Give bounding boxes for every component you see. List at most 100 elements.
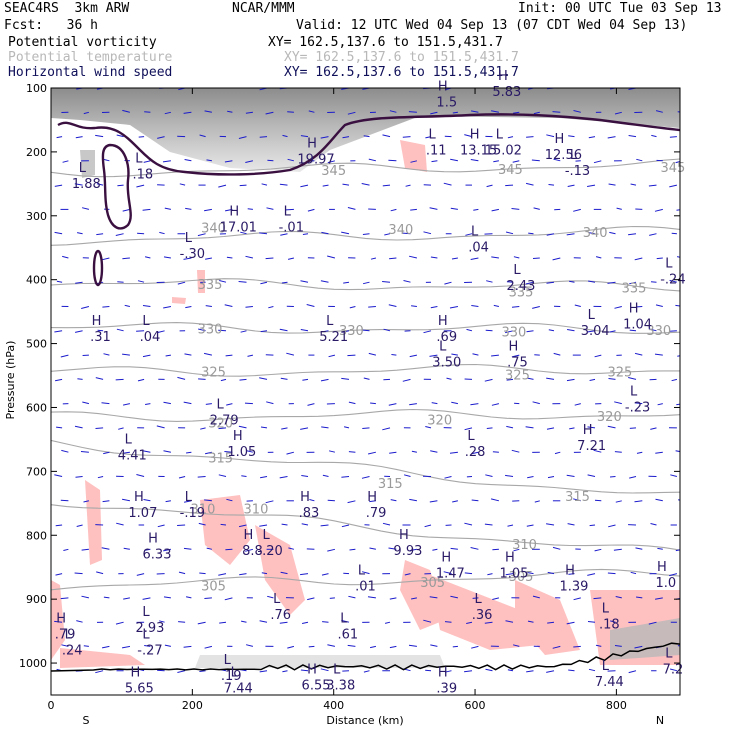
wind-vector-677 (593, 597, 602, 600)
wind-vector-187 (77, 232, 83, 235)
wind-vector-212 (588, 232, 596, 235)
isentrope-label-315-2: 315 (565, 490, 590, 505)
wind-vector-487 (511, 449, 520, 453)
extremum-value-33: .79 (366, 506, 387, 521)
extremum-letter-37: H (399, 528, 409, 543)
wind-vector-276 (629, 281, 637, 285)
wind-vector-332 (505, 330, 514, 334)
wind-vector-629 (239, 573, 247, 576)
wind-vector-306 (614, 306, 622, 309)
wind-vector-267 (444, 281, 452, 285)
pv-blob-1 (200, 495, 250, 565)
wind-vector-716 (122, 645, 130, 649)
wind-vector-559 (76, 524, 83, 527)
south-endpoint: S (83, 714, 90, 727)
wind-vector-495 (675, 450, 680, 453)
wind-vector-346 (165, 354, 171, 357)
wind-vector-360 (451, 353, 458, 356)
extremum-value-11: -.01 (279, 220, 304, 235)
extremum-value-3: 15.02 (485, 144, 522, 159)
wind-vector-546 (452, 500, 459, 503)
wind-vector-41 (265, 111, 274, 115)
wind-vector-685 (115, 621, 124, 625)
wind-vector-196 (259, 232, 268, 235)
wind-vector-203 (402, 232, 411, 235)
wind-vector-462 (629, 427, 637, 429)
wind-vector-245 (634, 257, 643, 261)
extremum-letter-42: L (358, 563, 366, 578)
wind-vector-188 (96, 233, 104, 236)
isentrope-label-325-0: 325 (201, 365, 226, 380)
pv-closed-contour-upper (101, 143, 132, 230)
wind-vector-653 (103, 596, 110, 599)
wind-vector-272 (546, 281, 555, 284)
wind-vector-310 (54, 330, 63, 333)
wind-vector-486 (492, 451, 499, 453)
wind-vector-294 (368, 306, 376, 308)
wind-vector-689 (197, 621, 206, 625)
wind-vector-491 (593, 449, 602, 453)
wind-vector-225 (226, 256, 233, 259)
wind-vector-738 (573, 645, 581, 648)
wind-vector-141 (405, 184, 411, 187)
wind-vector-535 (226, 498, 233, 502)
wind-vector-604 (369, 547, 376, 550)
extremum-value-21: 1.04 (623, 317, 652, 332)
wind-vector-431 (634, 402, 643, 405)
pv-blob-10 (197, 270, 205, 293)
wind-vector-256 (219, 280, 227, 283)
wind-vector-635 (361, 571, 370, 575)
wind-vector-108 (368, 158, 377, 162)
wind-vector-312 (97, 329, 104, 332)
extremum-letter-40: H (565, 563, 575, 578)
wind-vector-370 (654, 353, 663, 356)
wind-vector-476 (286, 451, 295, 455)
wind-vector-479 (348, 451, 356, 453)
wind-vector-532 (165, 500, 171, 503)
isentrope-label-305-0: 305 (201, 579, 226, 594)
extremum-value-1: .11 (426, 144, 447, 159)
extremum-letter-21: H (629, 301, 639, 316)
wind-vector-219 (101, 257, 110, 261)
wind-vector-32 (83, 111, 90, 115)
wind-vector-287 (224, 304, 233, 307)
wind-vector-86 (546, 134, 555, 138)
wind-vector-100 (206, 159, 212, 162)
wind-vector-123 (675, 161, 680, 164)
wind-vector-134 (261, 183, 268, 186)
wind-vector-590 (81, 548, 89, 551)
wind-vector-640 (464, 572, 473, 575)
extremum-letter-13: L (471, 225, 479, 240)
extremum-letter-25: L (217, 397, 225, 412)
wind-vector-705 (527, 620, 534, 623)
isentrope-label-340-1: 340 (388, 223, 413, 238)
wind-vector-637 (404, 573, 411, 576)
wind-vector-90 (628, 135, 637, 138)
wind-vector-418 (370, 402, 376, 405)
north-endpoint: N (656, 714, 664, 727)
wind-vector-119 (593, 160, 602, 164)
wind-vector-201 (362, 233, 370, 235)
wind-vector-345 (142, 354, 151, 358)
wind-vector-688 (178, 621, 186, 623)
wind-vector-680 (655, 597, 663, 600)
wind-vector-654 (123, 597, 130, 600)
model-label: SEAC4RS 3km ARW (4, 1, 130, 16)
wind-vector-281 (102, 306, 110, 308)
wind-vector-544 (409, 498, 417, 502)
wind-vector-405 (101, 402, 110, 405)
wind-vector-387 (363, 377, 370, 380)
wind-vector-140 (382, 184, 391, 187)
wind-vector-220 (122, 257, 130, 260)
wind-vector-147 (525, 182, 534, 186)
extremum-value-54: 5.65 (125, 682, 154, 697)
isentrope-label-325-1: 325 (505, 369, 530, 384)
wind-vector-102 (245, 160, 254, 163)
extremum-value-8: .18 (133, 167, 154, 182)
wind-vector-162 (204, 208, 212, 212)
wind-vector-570 (301, 523, 309, 526)
wind-vector-333 (526, 330, 534, 333)
pv-blob-9 (400, 140, 427, 172)
plot-frame (50, 87, 681, 696)
wind-vector-419 (388, 403, 397, 406)
